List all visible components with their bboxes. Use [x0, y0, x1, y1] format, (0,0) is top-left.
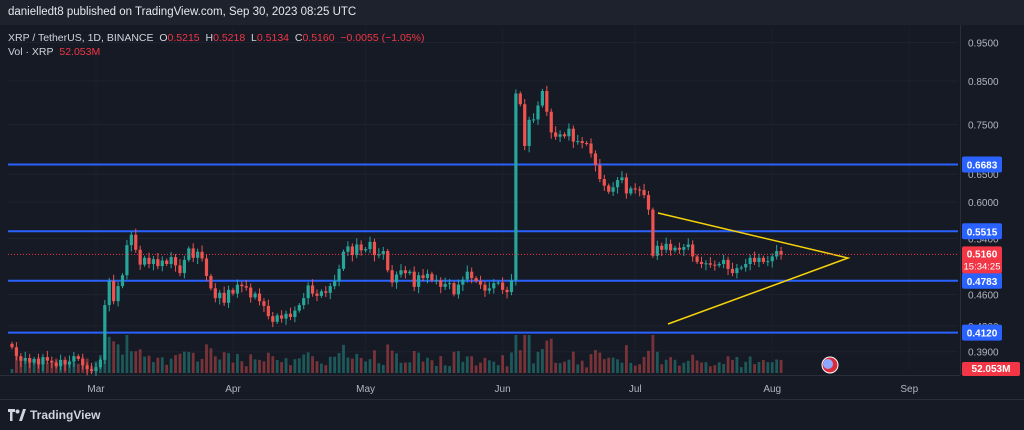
- chart-legend: XRP / TetherUS, 1D, BINANCE O0.5215 H0.5…: [8, 31, 424, 59]
- close-value: 0.5160: [302, 32, 335, 44]
- tradingview-logo-icon: [8, 409, 26, 421]
- tradingview-logo-text: TradingView: [30, 408, 101, 422]
- volume-label: Vol · XRP: [8, 46, 54, 58]
- low-value: 0.5134: [256, 32, 290, 44]
- close-label: C: [294, 32, 303, 44]
- tradingview-logo[interactable]: TradingView: [8, 407, 100, 423]
- open-label: O: [159, 32, 168, 44]
- high-value: 0.5218: [213, 32, 246, 44]
- change-value: −0.0055 (−1.05%): [340, 32, 425, 44]
- time-scale[interactable]: [0, 375, 960, 399]
- low-label: L: [251, 32, 257, 44]
- bottom-bar: [0, 399, 1024, 430]
- price-scale[interactable]: [960, 25, 1024, 375]
- open-value: 0.5215: [167, 32, 200, 44]
- symbol-label: XRP / TetherUS, 1D, BINANCE: [8, 32, 154, 44]
- high-label: H: [205, 32, 214, 44]
- publisher-bar: danielledt8 published on TradingView.com…: [0, 0, 1024, 25]
- volume-value: 52.053M: [59, 46, 101, 58]
- chart-area[interactable]: [0, 25, 960, 375]
- published-text: danielledt8 published on TradingView.com…: [8, 6, 357, 18]
